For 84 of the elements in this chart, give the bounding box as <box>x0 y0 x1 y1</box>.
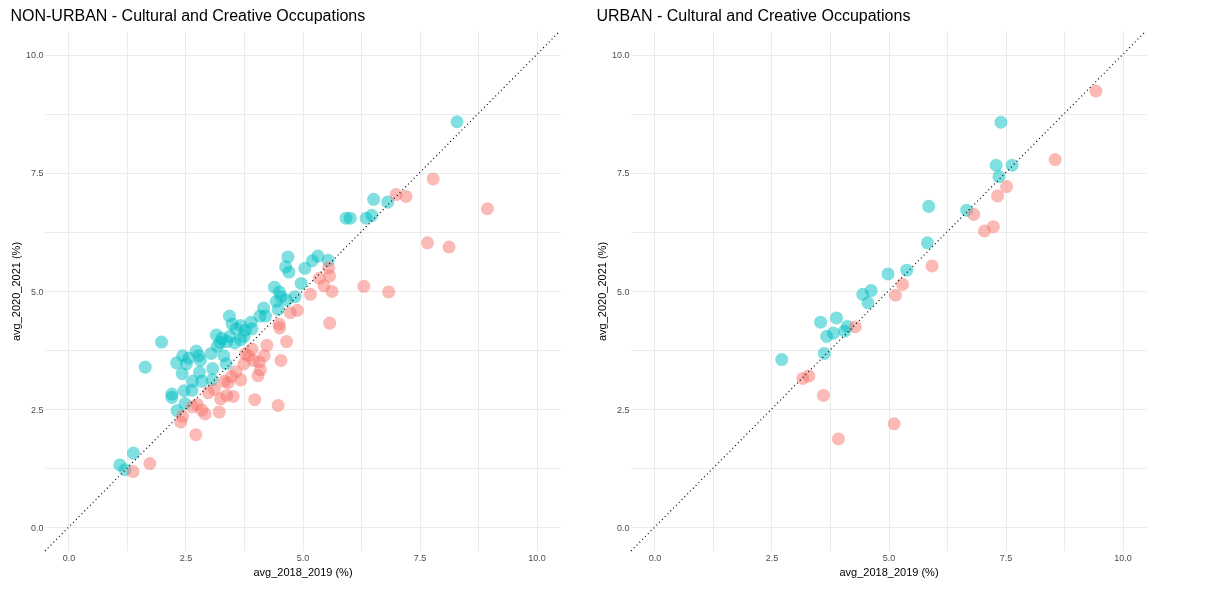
point <box>248 393 262 407</box>
point <box>925 259 939 273</box>
point <box>848 320 862 334</box>
point <box>325 284 339 298</box>
x-axis-title: avg_2018_2019 (%) <box>839 565 939 578</box>
point <box>887 417 901 431</box>
point <box>280 335 294 349</box>
point <box>426 172 440 186</box>
chart-title: NON-URBAN - Cultural and Creative Occupations <box>10 7 366 25</box>
point <box>382 285 396 299</box>
point <box>126 465 140 479</box>
point <box>195 403 209 417</box>
x-tick-label: 5.0 <box>296 552 310 563</box>
point <box>221 376 235 390</box>
x-tick-label: 0.0 <box>648 552 662 563</box>
point <box>323 316 337 330</box>
point <box>420 236 435 250</box>
point <box>922 199 936 213</box>
point <box>775 353 789 367</box>
y-tick-label: 7.5 <box>30 168 44 179</box>
point <box>480 202 494 216</box>
y-axis-title: avg_2020_2021 (%) <box>595 241 608 342</box>
point <box>817 346 831 360</box>
y-tick-label: 5.0 <box>616 286 630 297</box>
point <box>201 386 215 400</box>
point <box>986 220 1000 234</box>
point <box>399 189 413 203</box>
point <box>900 263 914 277</box>
point <box>229 365 243 379</box>
point <box>802 369 816 383</box>
point <box>831 432 845 446</box>
point <box>989 158 1003 172</box>
y-tick-label: 10.0 <box>25 50 44 61</box>
point <box>896 277 910 291</box>
x-tick-label: 7.5 <box>413 552 427 563</box>
point <box>176 409 190 423</box>
point <box>830 311 844 325</box>
point <box>814 315 828 329</box>
point <box>246 353 260 367</box>
point <box>881 267 895 281</box>
x-tick-label: 0.0 <box>62 552 76 563</box>
point <box>226 389 240 403</box>
y-tick-label: 2.5 <box>30 404 44 415</box>
point <box>272 317 286 331</box>
point <box>1089 84 1103 98</box>
point <box>816 388 830 402</box>
point <box>920 236 934 250</box>
chart-title: URBAN - Cultural and Creative Occupations <box>596 7 911 25</box>
x-tick-label: 2.5 <box>765 552 779 563</box>
point <box>1005 158 1019 172</box>
point <box>992 170 1006 184</box>
x-tick-label: 10.0 <box>1114 552 1132 563</box>
point <box>290 303 304 317</box>
x-axis-title: avg_2018_2019 (%) <box>253 565 353 578</box>
point <box>143 457 157 471</box>
point <box>323 269 337 283</box>
point <box>212 405 226 419</box>
y-axis-title: avg_2020_2021 (%) <box>9 241 22 342</box>
x-tick-label: 5.0 <box>882 552 896 563</box>
y-tick-label: 2.5 <box>616 404 630 415</box>
point <box>271 398 285 412</box>
point <box>991 189 1005 203</box>
point <box>861 296 875 310</box>
y-tick-label: 0.0 <box>30 522 44 533</box>
point <box>1048 153 1062 167</box>
point <box>889 288 903 302</box>
point <box>999 180 1013 194</box>
point <box>189 428 203 442</box>
x-tick-label: 7.5 <box>999 552 1013 563</box>
y-tick-label: 0.0 <box>616 522 630 533</box>
x-tick-label: 2.5 <box>179 552 193 563</box>
point <box>303 287 317 301</box>
y-tick-label: 5.0 <box>30 286 44 297</box>
x-tick-label: 10.0 <box>528 552 546 563</box>
point <box>260 338 274 352</box>
point <box>864 284 878 298</box>
point <box>967 207 981 221</box>
point <box>826 326 840 340</box>
point <box>994 115 1008 129</box>
point <box>357 279 371 293</box>
y-tick-label: 10.0 <box>611 50 630 61</box>
point <box>274 353 288 367</box>
point <box>442 240 456 254</box>
y-tick-label: 7.5 <box>616 168 630 179</box>
